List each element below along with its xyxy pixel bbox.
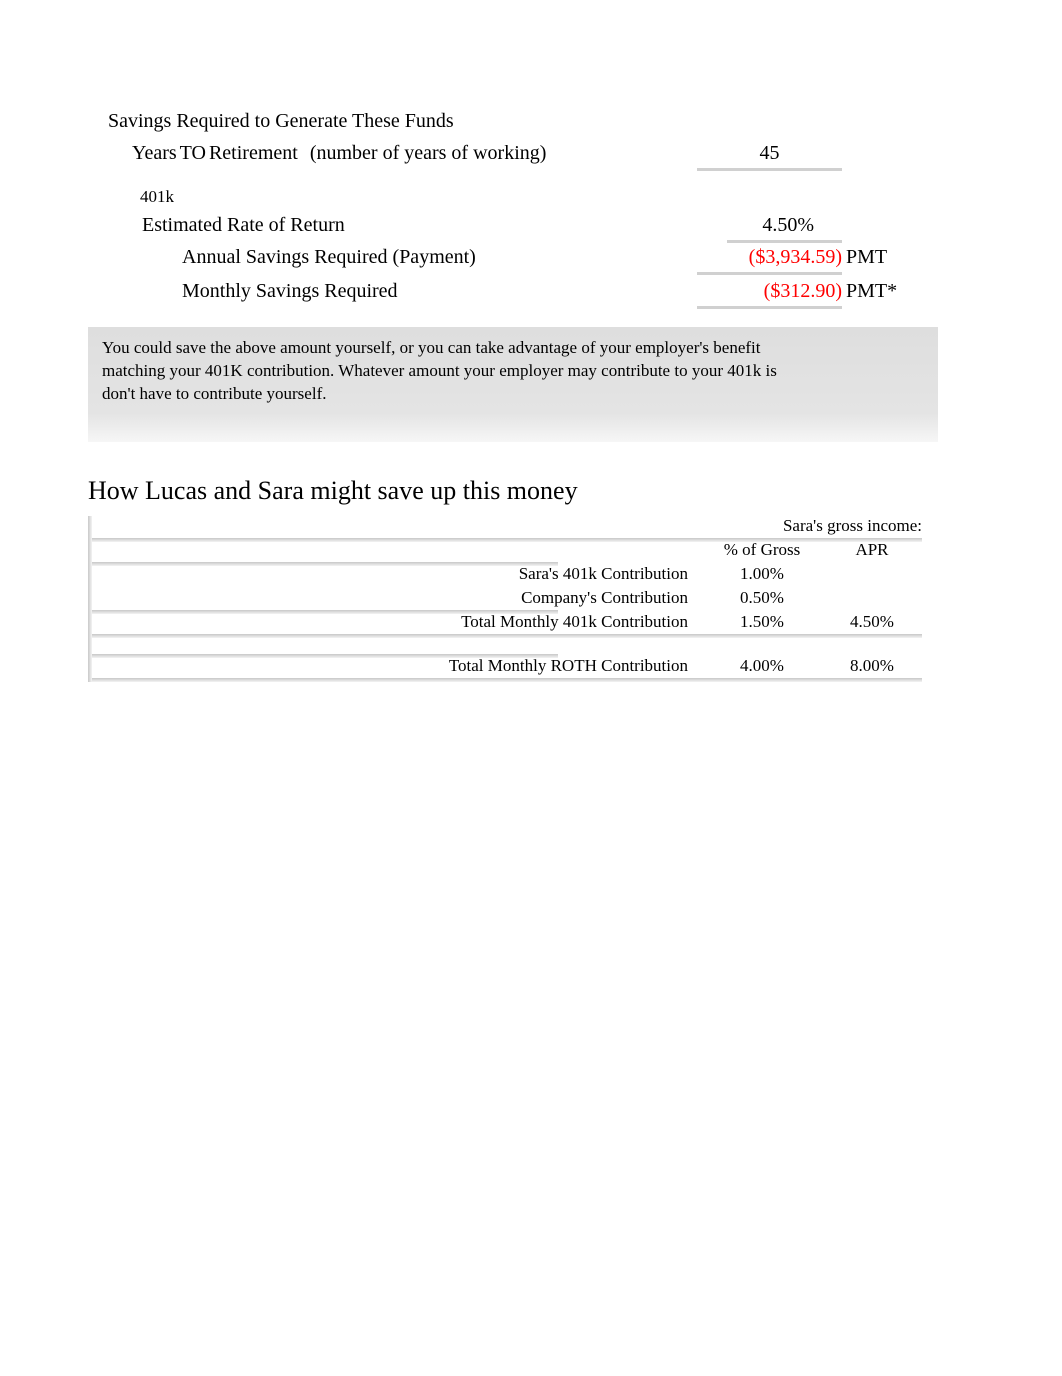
- rate-value-cell: 4.50%: [697, 211, 842, 239]
- page-root: Savings Required to Generate These Funds…: [0, 0, 1062, 680]
- rate-label: Estimated Rate of Return: [142, 211, 345, 239]
- row-pct: 0.50%: [702, 588, 822, 608]
- plan-heading: How Lucas and Sara might save up this mo…: [0, 476, 1062, 506]
- years-label-c: Retirement: [209, 139, 298, 167]
- monthly-label: Monthly Savings Required: [182, 277, 398, 305]
- plan-label: 401k: [140, 185, 174, 209]
- left-edge: [88, 540, 92, 566]
- monthly-tag: PMT*: [842, 277, 902, 305]
- left-edge: [88, 612, 92, 638]
- annual-value: ($3,934.59): [749, 246, 842, 268]
- col-header-apr: APR: [822, 540, 922, 560]
- col-header-pct: % of Gross: [702, 540, 822, 560]
- plan-label-row: 401k: [0, 185, 1062, 209]
- underline: [697, 306, 842, 309]
- roth-apr: 8.00%: [822, 656, 922, 676]
- years-row: Years TO Retirement (number of years of …: [0, 139, 1062, 167]
- left-edge: [88, 656, 92, 682]
- years-value: 45: [760, 142, 780, 164]
- row-label: Company's Contribution: [102, 588, 702, 608]
- income-label: Sara's gross income:: [783, 516, 922, 535]
- row-pct: 1.50%: [702, 612, 822, 632]
- rate-value: 4.50%: [762, 214, 814, 236]
- roth-row: Total Monthly ROTH Contribution 4.00% 8.…: [102, 656, 922, 680]
- note-line-1: You could save the above amount yourself…: [102, 337, 924, 360]
- income-label-row: Sara's gross income:: [102, 516, 922, 540]
- table-row: Company's Contribution 0.50%: [102, 588, 922, 612]
- spacer-row: [102, 636, 922, 656]
- note-line-3: don't have to contribute yourself.: [102, 383, 924, 406]
- row-apr: 4.50%: [822, 612, 922, 632]
- roth-label: Total Monthly ROTH Contribution: [102, 656, 702, 676]
- header-row: % of Gross APR: [102, 540, 922, 564]
- left-edge: [88, 636, 92, 658]
- table-row: Total Monthly 401k Contribution 1.50% 4.…: [102, 612, 922, 636]
- years-label-d: (number of years of working): [310, 139, 547, 167]
- row-pct: 1.00%: [702, 564, 822, 584]
- annual-row: Annual Savings Required (Payment) ($3,93…: [0, 243, 1062, 271]
- table-row: Sara's 401k Contribution 1.00%: [102, 564, 922, 588]
- savings-title: Savings Required to Generate These Funds: [0, 110, 1062, 133]
- row-label: Sara's 401k Contribution: [102, 564, 702, 584]
- underline: [697, 272, 842, 275]
- monthly-value: ($312.90): [764, 280, 842, 302]
- left-edge: [88, 516, 92, 542]
- row-label: Total Monthly 401k Contribution: [102, 612, 702, 632]
- note-box: You could save the above amount yourself…: [88, 327, 938, 442]
- rate-row: Estimated Rate of Return 4.50%: [0, 211, 1062, 239]
- note-line-2: matching your 401K contribution. Whateve…: [102, 360, 924, 383]
- monthly-value-cell: ($312.90): [697, 277, 842, 305]
- roth-pct: 4.00%: [702, 656, 822, 676]
- annual-label: Annual Savings Required (Payment): [182, 243, 476, 271]
- years-label-a: Years: [132, 139, 177, 167]
- annual-tag: PMT: [842, 243, 902, 271]
- annual-value-cell: ($3,934.59): [697, 243, 842, 271]
- plan-table: Sara's gross income: % of Gross APR Sara…: [102, 516, 922, 680]
- years-label-b: TO: [180, 139, 206, 167]
- left-edge: [88, 564, 92, 590]
- left-edge: [88, 588, 92, 614]
- underline: [697, 168, 842, 171]
- years-value-cell: 45: [697, 139, 842, 167]
- monthly-row: Monthly Savings Required ($312.90) PMT*: [0, 277, 1062, 305]
- row-shadow: [88, 678, 922, 682]
